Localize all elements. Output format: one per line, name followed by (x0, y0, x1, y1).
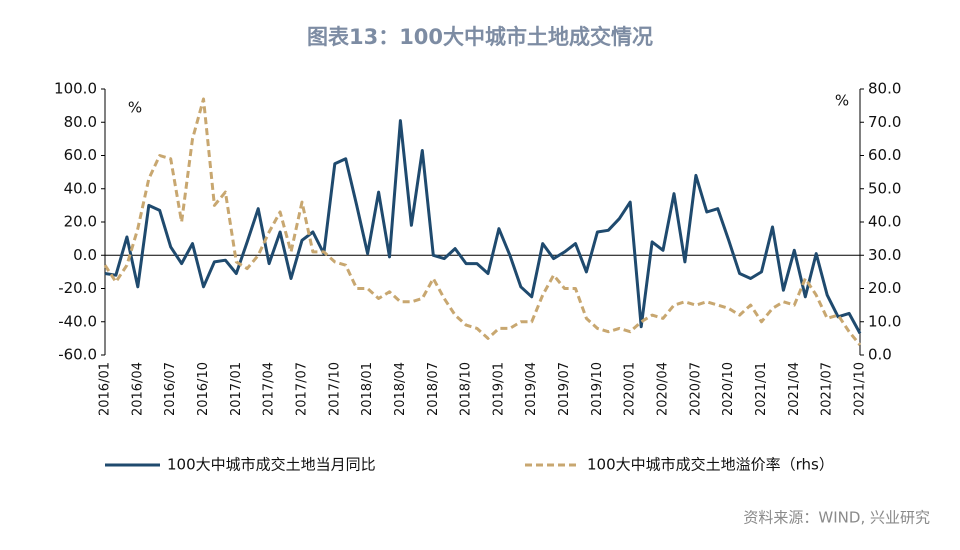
x-tick-label: 2016/10 (196, 362, 211, 416)
x-tick-label: 2019/01 (491, 362, 506, 416)
series-line (104, 119, 862, 335)
legend-label: 100大中城市成交土地溢价率（rhs） (587, 456, 834, 474)
y2-tick-label: 60.0 (868, 146, 901, 164)
series-line (103, 97, 862, 346)
y-tick-label: 40.0 (64, 179, 97, 197)
y-tick-label: 20.0 (64, 213, 97, 231)
x-tick-label: 2019/10 (590, 362, 605, 416)
x-tick-label: 2021/10 (853, 362, 868, 416)
x-tick-label: 2016/04 (130, 362, 145, 416)
chart-title: 图表13：100大中城市土地成交情况 (307, 25, 653, 49)
x-tick-label: 2018/01 (360, 362, 375, 416)
x-tick-label: 2020/04 (656, 362, 671, 416)
x-tick-label: 2017/07 (294, 362, 309, 416)
y2-unit: % (835, 92, 849, 110)
y-tick-label: -60.0 (58, 346, 97, 364)
y2-tick-label: 80.0 (868, 80, 901, 98)
x-tick-label: 2017/04 (262, 362, 277, 416)
y2-tick-label: 0.0 (868, 346, 892, 364)
y2-tick-label: 70.0 (868, 113, 901, 131)
x-tick-label: 2019/07 (557, 362, 572, 416)
y2-tick-label: 50.0 (868, 179, 901, 197)
y2-tick-label: 20.0 (868, 279, 901, 297)
y-tick-label: 100.0 (54, 80, 97, 98)
x-tick-label: 2021/07 (820, 362, 835, 416)
x-tick-label: 2020/01 (623, 362, 638, 416)
y-tick-label: -40.0 (58, 312, 97, 330)
x-tick-label: 2016/07 (163, 362, 178, 416)
x-tick-label: 2020/07 (688, 362, 703, 416)
y2-tick-label: 40.0 (868, 213, 901, 231)
x-tick-label: 2018/10 (459, 362, 474, 416)
y-tick-label: 0.0 (73, 246, 97, 264)
x-tick-label: 2021/01 (754, 362, 769, 416)
y-tick-label: -20.0 (58, 279, 97, 297)
y-unit: % (128, 99, 142, 117)
x-tick-label: 2019/04 (524, 362, 539, 416)
y-tick-label: 60.0 (64, 146, 97, 164)
legend-label: 100大中城市成交土地当月同比 (167, 456, 376, 474)
source: 资料来源：WIND, 兴业研究 (743, 509, 930, 527)
x-tick-label: 2016/01 (98, 362, 113, 416)
x-tick-label: 2021/04 (787, 362, 802, 416)
x-tick-label: 2017/01 (229, 362, 244, 416)
x-tick-label: 2017/10 (327, 362, 342, 416)
y2-tick-label: 30.0 (868, 246, 901, 264)
x-tick-label: 2018/04 (393, 362, 408, 416)
x-tick-label: 2018/07 (426, 362, 441, 416)
x-tick-label: 2020/10 (721, 362, 736, 416)
y2-tick-label: 10.0 (868, 312, 901, 330)
y-tick-label: 80.0 (64, 113, 97, 131)
